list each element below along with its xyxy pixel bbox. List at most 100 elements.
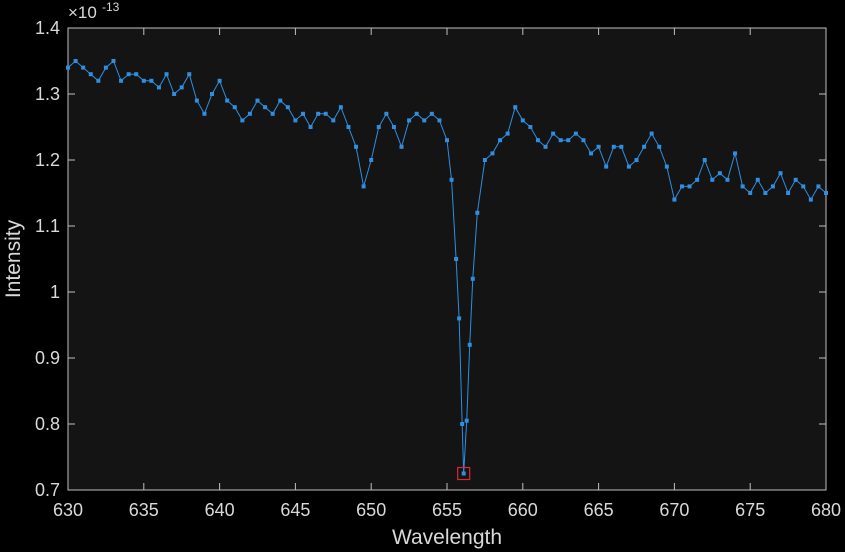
data-point — [679, 184, 684, 189]
data-point — [331, 118, 336, 123]
data-point — [88, 72, 93, 77]
data-point — [619, 144, 624, 149]
data-point — [445, 138, 449, 143]
y-tick-label: 1.4 — [35, 18, 60, 38]
data-point — [429, 111, 434, 116]
x-tick-label: 645 — [280, 500, 310, 520]
data-point — [278, 98, 283, 103]
x-axis-label: Wavelength — [392, 526, 502, 549]
data-point — [528, 125, 533, 129]
data-point — [596, 144, 601, 149]
data-point — [179, 85, 184, 90]
data-point — [520, 118, 525, 123]
data-point — [164, 72, 169, 77]
data-point — [664, 164, 669, 169]
y-tick-label: 0.9 — [35, 348, 60, 368]
data-point — [505, 131, 510, 136]
data-point — [422, 118, 427, 123]
data-point — [626, 164, 631, 169]
y-axis-label: Intensity — [2, 219, 25, 298]
data-point — [672, 197, 677, 202]
data-point — [657, 144, 662, 149]
data-point — [300, 111, 305, 116]
data-point — [535, 138, 540, 143]
x-tick-label: 635 — [129, 500, 159, 520]
data-point — [551, 131, 556, 136]
data-point — [126, 72, 131, 77]
y-tick-label: 0.7 — [35, 480, 60, 500]
data-point — [801, 184, 806, 189]
data-point — [740, 184, 745, 189]
data-point — [361, 184, 366, 189]
data-point — [454, 257, 459, 261]
data-point — [634, 158, 639, 162]
data-point — [73, 59, 78, 63]
data-point — [763, 191, 768, 195]
y-exponent-base: ×10 — [68, 3, 97, 22]
data-point — [725, 177, 730, 182]
x-tick-label: 665 — [584, 500, 614, 520]
y-exponent: -13 — [102, 0, 120, 14]
data-point — [119, 78, 124, 83]
data-point — [384, 111, 389, 116]
data-point — [793, 177, 798, 182]
data-point — [461, 471, 466, 476]
data-point — [323, 111, 328, 116]
data-point — [210, 92, 215, 96]
data-line — [67, 60, 827, 474]
data-point — [376, 125, 381, 129]
y-tick-label: 0.8 — [35, 414, 60, 434]
data-point — [770, 184, 775, 189]
data-point — [81, 65, 86, 70]
data-point — [475, 210, 480, 215]
data-point — [103, 65, 108, 70]
data-point — [755, 177, 760, 182]
x-tick-label: 655 — [432, 500, 462, 520]
data-point — [111, 59, 116, 63]
x-tick-label: 680 — [811, 500, 841, 520]
y-tick-label: 1 — [50, 282, 60, 302]
data-point — [338, 105, 343, 110]
x-tick-label: 660 — [508, 500, 538, 520]
data-point — [710, 177, 715, 182]
data-point — [255, 98, 260, 103]
data-point — [293, 118, 298, 123]
y-tick-label: 1.3 — [35, 84, 60, 104]
data-point — [172, 92, 177, 96]
data-point — [717, 171, 722, 176]
data-point — [778, 171, 783, 176]
data-point — [194, 98, 199, 103]
data-point — [824, 191, 828, 195]
data-point — [217, 78, 222, 83]
data-point — [187, 72, 192, 77]
data-point — [695, 177, 700, 182]
data-point — [464, 418, 469, 423]
data-point — [611, 144, 616, 149]
data-point — [391, 125, 396, 129]
x-tick-label: 630 — [53, 500, 83, 520]
data-point — [566, 138, 571, 143]
data-point — [457, 316, 462, 321]
x-tick-label: 675 — [735, 500, 765, 520]
data-point — [407, 118, 412, 123]
data-point — [467, 342, 472, 347]
data-point — [642, 144, 647, 149]
data-point — [414, 111, 419, 116]
data-point — [66, 65, 70, 70]
data-point — [225, 98, 230, 103]
data-point — [437, 118, 442, 123]
data-point — [482, 158, 487, 162]
data-point — [604, 164, 609, 169]
data-point — [589, 151, 594, 156]
data-point — [786, 191, 791, 195]
data-point — [470, 276, 475, 281]
data-point — [460, 422, 465, 426]
y-tick-label: 1.1 — [35, 216, 60, 236]
highlight-marker — [457, 466, 471, 481]
data-point — [149, 78, 154, 83]
data-point — [543, 144, 548, 149]
data-point — [270, 111, 275, 116]
data-point — [748, 191, 753, 195]
data-point — [308, 125, 313, 129]
